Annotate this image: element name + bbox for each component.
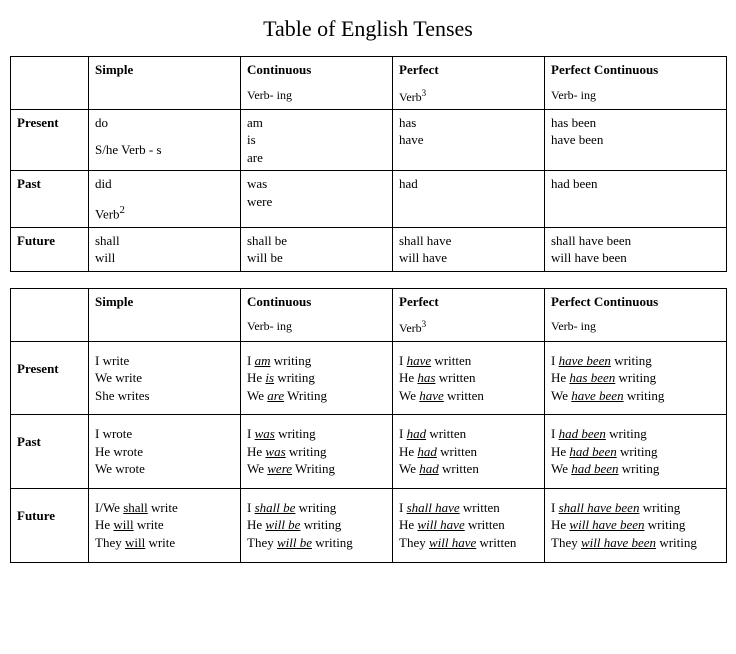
ex-past-continuous: I was writingHe was writingWe were Writi… [241,415,393,489]
ex-present-perfect: I have writtenHe has writtenWe have writ… [393,341,545,415]
ex-past-simple: I wroteHe wroteWe wrote [89,415,241,489]
row-past-2: Past [11,415,89,489]
ex-future-simple: I/We shall writeHe will writeThey will w… [89,488,241,562]
sub-perfect: Verb3 [399,87,538,105]
corner-cell-2 [11,288,89,341]
aux-present-pc: has been have been [545,109,727,171]
ex-past-pc: I had been writingHe had been writingWe … [545,415,727,489]
page-title: Table of English Tenses [10,16,726,42]
aux-present-perfect: has have [393,109,545,171]
col-continuous-2: Continuous Verb- ing [241,288,393,341]
ex-row-past: PastI wroteHe wroteWe wroteI was writing… [11,415,727,489]
ex-row-future: FutureI/We shall writeHe will writeThey … [11,488,727,562]
aux-future-perfect: shall have will have [393,227,545,271]
col-simple-2: Simple [89,288,241,341]
ex-future-continuous: I shall be writingHe will be writingThey… [241,488,393,562]
col-simple: Simple [89,57,241,110]
col-continuous: Continuous Verb- ing [241,57,393,110]
sub-continuous: Verb- ing [247,87,386,103]
aux-present-simple: do S/he Verb - s [89,109,241,171]
row-future: Future [11,227,89,271]
ex-past-perfect: I had writtenHe had writtenWe had writte… [393,415,545,489]
row-past: Past [11,171,89,227]
ex-present-simple: I writeWe writeShe writes [89,341,241,415]
corner-cell [11,57,89,110]
row-future-2: Future [11,488,89,562]
row-present: Present [11,109,89,171]
aux-past-pc: had been [545,171,727,227]
ex-future-pc: I shall have been writingHe will have be… [545,488,727,562]
col-pc-2: Perfect Continuous Verb- ing [545,288,727,341]
aux-future-continuous: shall be will be [241,227,393,271]
aux-future-simple: shall will [89,227,241,271]
ex-future-perfect: I shall have writtenHe will have written… [393,488,545,562]
aux-past-simple: did Verb2 [89,171,241,227]
aux-table: Simple Continuous Verb- ing Perfect Verb… [10,56,727,272]
col-perfect-2: Perfect Verb3 [393,288,545,341]
ex-present-continuous: I am writingHe is writingWe are Writing [241,341,393,415]
col-perfect: Perfect Verb3 [393,57,545,110]
ex-present-pc: I have been writingHe has been writingWe… [545,341,727,415]
aux-present-continuous: am is are [241,109,393,171]
sub-pc: Verb- ing [551,87,720,103]
aux-past-perfect: had [393,171,545,227]
examples-table: Simple Continuous Verb- ing Perfect Verb… [10,288,727,563]
aux-future-pc: shall have been will have been [545,227,727,271]
col-perfect-continuous: Perfect Continuous Verb- ing [545,57,727,110]
row-present-2: Present [11,341,89,415]
ex-row-present: PresentI writeWe writeShe writesI am wri… [11,341,727,415]
aux-past-continuous: was were [241,171,393,227]
